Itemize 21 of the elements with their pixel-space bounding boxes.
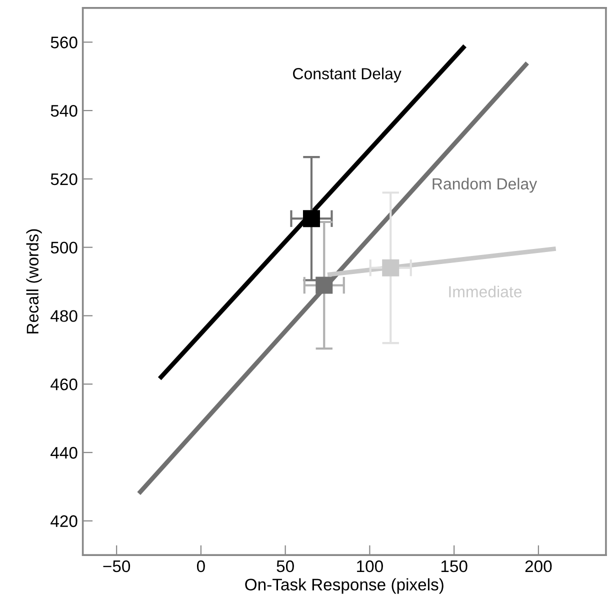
- y-axis-title: Recall (words): [26, 229, 42, 334]
- y-tick-label: 520: [50, 173, 78, 186]
- x-tick-label: 50: [276, 560, 294, 572]
- y-tick-label: 500: [50, 242, 78, 254]
- x-axis-title: On-Task Response (pixels): [245, 578, 444, 594]
- series-label: Random Delay: [432, 178, 538, 193]
- y-tick-label: 440: [50, 446, 78, 459]
- x-tick-label: 100: [357, 560, 383, 572]
- y-tick-label: 540: [50, 104, 78, 117]
- x-tick-label: 0: [196, 560, 205, 572]
- y-tick-label: 460: [50, 378, 78, 390]
- point: [316, 276, 333, 294]
- x-tick-label: 150: [441, 560, 468, 572]
- point: [382, 259, 400, 276]
- x-tick-label: 200: [525, 560, 552, 572]
- y-tick-label: 480: [50, 310, 78, 322]
- y-tick-label: 560: [50, 36, 78, 48]
- point: [302, 210, 320, 228]
- series-label: Constant Delay: [293, 68, 402, 83]
- x-tick-label: −50: [103, 560, 130, 572]
- y-tick-label: 420: [50, 515, 78, 528]
